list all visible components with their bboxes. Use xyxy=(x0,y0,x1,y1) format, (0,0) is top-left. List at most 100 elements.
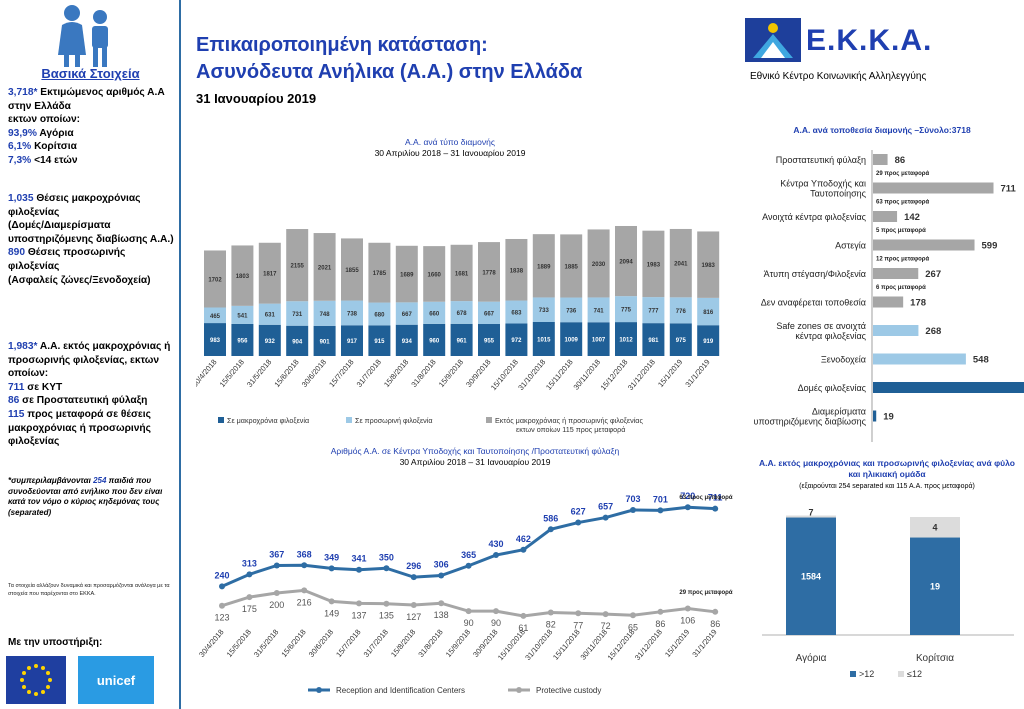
point-label-1-12: 82 xyxy=(546,619,556,629)
legend-label-1: Σε προσωρινή φιλοξενία xyxy=(355,416,433,425)
point-1-7 xyxy=(410,602,417,609)
bar-0-1 xyxy=(231,323,254,356)
point-label-1-16: 86 xyxy=(655,619,665,629)
bar-1-8 xyxy=(423,301,446,324)
point-1-4 xyxy=(328,598,335,605)
bar-label-0-1: 956 xyxy=(237,338,248,344)
outside-housing-block: 1,983* Α.Α. εκτός μακροχρόνιας ή προσωρι… xyxy=(8,341,171,448)
gender-category: Αγόρια xyxy=(796,652,827,664)
x-tick-label: 15/6/2018 xyxy=(279,628,307,659)
legend-marker-0 xyxy=(316,687,322,693)
point-label-1-11: 61 xyxy=(518,623,528,633)
x-tick-label: 15/7/2018 xyxy=(327,358,355,389)
x-tick-label: 31/7/2018 xyxy=(362,628,390,659)
point-label-1-6: 135 xyxy=(379,611,394,621)
bar-2-9 xyxy=(450,244,473,302)
x-tick-label: 31/12/2018 xyxy=(626,358,657,393)
point-1-11 xyxy=(520,612,527,619)
bar-1-18 xyxy=(697,297,720,326)
point-0-11 xyxy=(520,546,527,553)
annotation-1: 29 προς μεταφορά xyxy=(679,590,732,596)
bar-label-2-7: 1689 xyxy=(400,273,414,279)
point-label-1-18: 86 xyxy=(710,619,720,629)
sidebar: Βασικά Στοιχεία 3,718* Εκτιμώμενος αριθμ… xyxy=(0,0,181,709)
point-1-17 xyxy=(684,605,691,612)
x-tick-label: 31/12/2018 xyxy=(633,628,664,663)
hbar-1 xyxy=(873,182,994,194)
bar-label-2-9: 1681 xyxy=(455,271,469,277)
point-0-9 xyxy=(465,562,472,569)
bar-label-0-0: 983 xyxy=(210,338,221,344)
bar-2-14 xyxy=(587,229,610,298)
point-1-2 xyxy=(273,590,280,596)
x-tick-label: 31/5/2018 xyxy=(252,628,280,659)
bar-label-0-10: 955 xyxy=(484,339,495,345)
legend-marker-1 xyxy=(516,687,522,693)
point-1-8 xyxy=(438,600,445,607)
bar-0-15 xyxy=(615,322,637,356)
bar-label-1-12: 733 xyxy=(539,308,550,314)
point-0-15 xyxy=(630,507,636,514)
point-label-1-15: 65 xyxy=(628,622,638,632)
point-label-0-6: 350 xyxy=(379,552,394,562)
point-label-0-15: 703 xyxy=(625,494,640,504)
point-label-0-12: 586 xyxy=(543,513,558,523)
x-tick-label: 15/9/2018 xyxy=(437,358,465,389)
hbar-note-4: 6 προς μεταφορά xyxy=(876,285,926,291)
x-tick-label: 31/8/2018 xyxy=(416,628,444,659)
hbar-note-1: 63 προς μεταφορά xyxy=(876,200,929,206)
point-0-5 xyxy=(356,566,362,573)
bar-label-1-0: 465 xyxy=(210,314,221,320)
x-tick-label: 15/5/2018 xyxy=(225,628,253,659)
bar-0-16 xyxy=(642,323,665,356)
hbar-value-5: 178 xyxy=(910,298,926,309)
hbar-9 xyxy=(873,410,877,422)
hbar-8 xyxy=(873,382,1024,393)
bar-label-2-18: 1983 xyxy=(702,263,716,269)
bar-0-8 xyxy=(423,323,446,356)
point-0-13 xyxy=(575,519,582,526)
bar-label-2-3: 2155 xyxy=(291,264,305,270)
chart4-subtitle: (εξαιρούνται 254 separated και 115 Α.Α. … xyxy=(799,483,975,490)
hbar-0 xyxy=(873,154,888,165)
bar-label-1-8: 660 xyxy=(429,311,440,317)
point-0-17 xyxy=(684,504,691,511)
point-label-1-13: 77 xyxy=(573,620,583,630)
bar-1-11 xyxy=(505,300,528,324)
bar-0-3 xyxy=(286,325,309,356)
bar-label-0-18: 919 xyxy=(703,339,714,345)
bar-label-0-13: 1009 xyxy=(565,338,579,344)
chart4-title: Α.Α. εκτός μακροχρόνιας και προσωρινής φ… xyxy=(759,458,1015,479)
page-date: 31 Ιανουαρίου 2019 xyxy=(196,91,317,106)
legend-label-0: Σε μακροχρόνια φιλοξενία xyxy=(227,416,309,425)
point-label-0-3: 368 xyxy=(297,549,312,559)
x-tick-label: 15/12/2018 xyxy=(599,358,630,393)
point-label-1-7: 127 xyxy=(406,612,421,622)
point-1-5 xyxy=(356,600,362,607)
hbar-category: Δομές φιλοξενίας xyxy=(798,383,867,393)
bar-0-5 xyxy=(341,325,363,356)
hbar-category: Αστεγία xyxy=(835,241,866,251)
hbar-category: Διαμερίσματα υποστηριζόμενης διαβίωσης xyxy=(754,407,867,427)
point-label-0-4: 349 xyxy=(324,552,339,562)
x-tick-label: 15/12/2018 xyxy=(606,628,637,663)
point-0-0 xyxy=(219,583,225,590)
hbar-category: Κέντρα Υποδοχής και Ταυτοποίησης xyxy=(780,179,866,199)
bar-2-7 xyxy=(395,245,418,303)
bar-0-2 xyxy=(258,324,281,356)
x-tick-label: 15/5/2018 xyxy=(218,358,246,389)
x-tick-label: 15/7/2018 xyxy=(334,628,362,659)
bar-1-15 xyxy=(615,296,637,323)
x-tick-label: 15/6/2018 xyxy=(272,358,300,389)
chart-housing-type: 983 465 1702 30/4/2018 956 541 1803 15/5/2018 93… xyxy=(196,225,720,434)
x-tick-label: 31/5/2018 xyxy=(245,358,273,389)
bar-label-2-5: 1855 xyxy=(345,268,359,274)
gender-value-0-0: 1584 xyxy=(801,571,821,581)
bar-label-1-16: 777 xyxy=(648,309,659,315)
chart1-subtitle: 30 Απριλίου 2018 – 31 Ιανουαρίου 2019 xyxy=(374,148,526,158)
bar-1-2 xyxy=(258,303,281,325)
bar-2-16 xyxy=(642,230,665,298)
point-label-0-0: 240 xyxy=(214,570,229,580)
bar-1-13 xyxy=(560,297,583,323)
gender-category: Κορίτσια xyxy=(916,652,954,664)
